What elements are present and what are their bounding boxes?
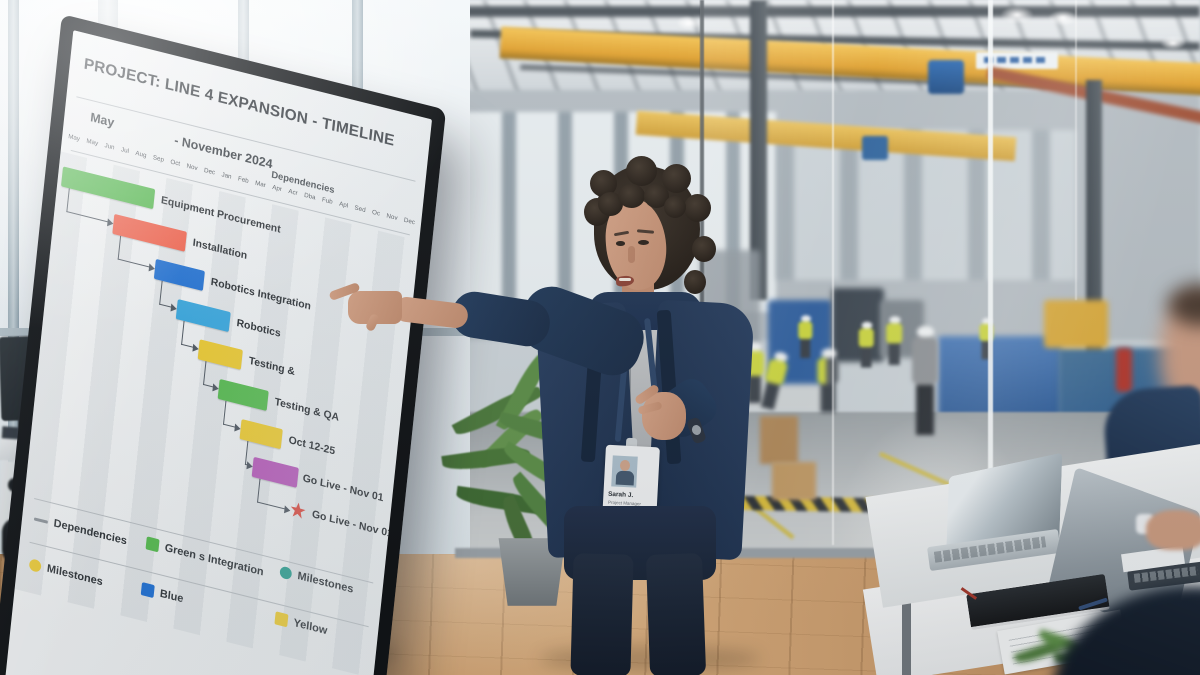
month-label: May (67, 133, 81, 143)
glass-base-track (455, 548, 1200, 558)
worker-figure-foreman (910, 326, 940, 436)
ceiling-light (676, 16, 702, 30)
hair-curl (692, 236, 716, 262)
ceiling-light (1000, 6, 1034, 24)
month-label: Sep (152, 154, 165, 164)
machine (1044, 300, 1108, 348)
display-panel: PROJECT: LINE 4 EXPANSION - TIMELINE May… (2, 30, 432, 675)
month-label: Oc (371, 208, 381, 218)
month-label: Jul (120, 146, 130, 156)
roof-truss (440, 6, 1200, 17)
machine (1116, 348, 1132, 392)
month-label: Feb (237, 175, 249, 185)
milestone-label: Go Live - Nov 01 (311, 508, 394, 541)
month-label: Jun (104, 142, 115, 152)
square-swatch-icon (145, 536, 160, 553)
month-label: Apr (271, 183, 283, 194)
month-label: Aug (135, 149, 147, 160)
hair-curl (626, 156, 657, 186)
cardboard-boxes (760, 416, 798, 464)
month-label: Jan (221, 171, 232, 181)
trouser-leg (645, 553, 707, 675)
presentation-display: PROJECT: LINE 4 EXPANSION - TIMELINE May… (0, 14, 447, 675)
task-label: Robotics (236, 316, 282, 340)
hair-curl (664, 196, 686, 218)
clasped-hands (1146, 510, 1200, 550)
gantt-plot-area: Equipment Procurement Installation Robot… (14, 151, 420, 675)
circle-swatch-icon (279, 565, 293, 581)
dependency-connector (159, 280, 178, 309)
period-start-label: May (89, 110, 115, 130)
hair-curl (684, 194, 711, 222)
worker-figure (858, 321, 876, 369)
square-swatch-icon (140, 582, 155, 599)
cardboard-boxes (772, 462, 816, 500)
month-label: Fub (321, 196, 333, 206)
dependency-connector (181, 320, 200, 349)
table-leg (902, 598, 911, 675)
machine (938, 336, 1062, 422)
dependency-connector (222, 400, 242, 429)
month-label: Dec (203, 166, 216, 177)
month-label: Mar (254, 179, 267, 190)
month-label: Nov (386, 212, 398, 223)
hair-curl (618, 184, 645, 208)
crane-sign (976, 52, 1058, 69)
eye (616, 241, 625, 246)
hair-curl (684, 270, 706, 294)
ceiling-light (1160, 36, 1186, 50)
ceiling-light (1048, 10, 1078, 26)
dash-swatch-icon (33, 516, 49, 524)
crane-hoist (928, 60, 964, 94)
month-label: May (86, 137, 99, 148)
worker-figure (886, 316, 904, 366)
machine (832, 288, 884, 362)
task-label: Testing & QA (274, 395, 340, 424)
worker-figure (798, 315, 813, 358)
glass-partition-frame (832, 0, 834, 545)
worker-figure (817, 348, 840, 413)
task-label: Oct 12-25 (288, 434, 336, 458)
month-label: Dba (303, 191, 316, 202)
nose-shadow (628, 246, 635, 263)
circle-swatch-icon (28, 558, 42, 574)
month-label: Dec (403, 216, 416, 227)
month-label: Sed (354, 204, 366, 215)
badge-photo-torso (615, 470, 635, 486)
steel-column (750, 0, 767, 300)
gesture-hand (642, 392, 686, 440)
task-label: Installation (192, 236, 248, 263)
crane-hoist (862, 136, 888, 160)
glass-partition-frame (988, 0, 993, 540)
square-swatch-icon (274, 611, 289, 628)
month-label: Acr (288, 187, 299, 198)
trouser-leg (570, 553, 634, 675)
hair-curl (662, 164, 691, 193)
month-label: Oct (170, 158, 181, 168)
dependency-connector (244, 440, 254, 467)
glass-partition-frame (1075, 0, 1077, 300)
task-label: Robotics Integration (210, 275, 312, 313)
month-label: Apl (338, 200, 349, 210)
month-label: Nov (186, 162, 198, 173)
eye (638, 240, 649, 245)
task-label: Testing & (248, 354, 296, 379)
task-label: Go Live - Nov 01 (302, 472, 385, 505)
dependency-connector (202, 361, 220, 389)
teeth (619, 278, 631, 281)
